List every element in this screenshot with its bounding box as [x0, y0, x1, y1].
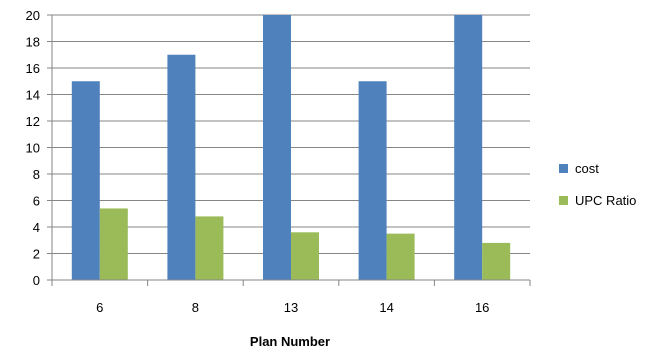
bar-upc-ratio-14 — [387, 234, 415, 280]
x-tick-label: 16 — [475, 300, 489, 315]
y-tick-label: 0 — [33, 273, 40, 288]
bar-upc-ratio-8 — [195, 216, 223, 280]
x-axis-title: Plan Number — [250, 334, 330, 349]
y-tick-label: 8 — [33, 167, 40, 182]
y-tick-label: 12 — [26, 114, 40, 129]
bar-cost-8 — [167, 55, 195, 280]
x-axis-tick-marks — [52, 280, 530, 286]
legend-swatch — [559, 196, 568, 205]
bar-upc-ratio-6 — [100, 208, 128, 280]
y-tick-label: 4 — [33, 220, 40, 235]
legend-label: cost — [575, 161, 599, 176]
legend-swatch — [559, 164, 568, 173]
legend-label: UPC Ratio — [575, 193, 636, 208]
bar-cost-16 — [454, 15, 482, 280]
y-tick-label: 2 — [33, 247, 40, 262]
x-tick-label: 8 — [192, 300, 199, 315]
y-tick-label: 14 — [26, 88, 40, 103]
legend: cost UPC Ratio — [559, 161, 636, 208]
x-axis-tick-labels: 6 8 13 14 16 — [96, 300, 489, 315]
y-tick-label: 16 — [26, 61, 40, 76]
bar-upc-ratio-13 — [291, 232, 319, 280]
bar-cost-13 — [263, 15, 291, 280]
bar-cost-14 — [359, 81, 387, 280]
x-tick-label: 14 — [379, 300, 393, 315]
y-tick-label: 20 — [26, 8, 40, 23]
y-axis-tick-labels: 0 2 4 6 8 10 12 14 16 18 20 — [26, 8, 40, 288]
bar-cost-6 — [72, 81, 100, 280]
x-tick-label: 6 — [96, 300, 103, 315]
x-tick-label: 13 — [284, 300, 298, 315]
y-tick-label: 18 — [26, 35, 40, 50]
y-tick-label: 6 — [33, 194, 40, 209]
y-tick-label: 10 — [26, 141, 40, 156]
bar-upc-ratio-16 — [482, 243, 510, 280]
